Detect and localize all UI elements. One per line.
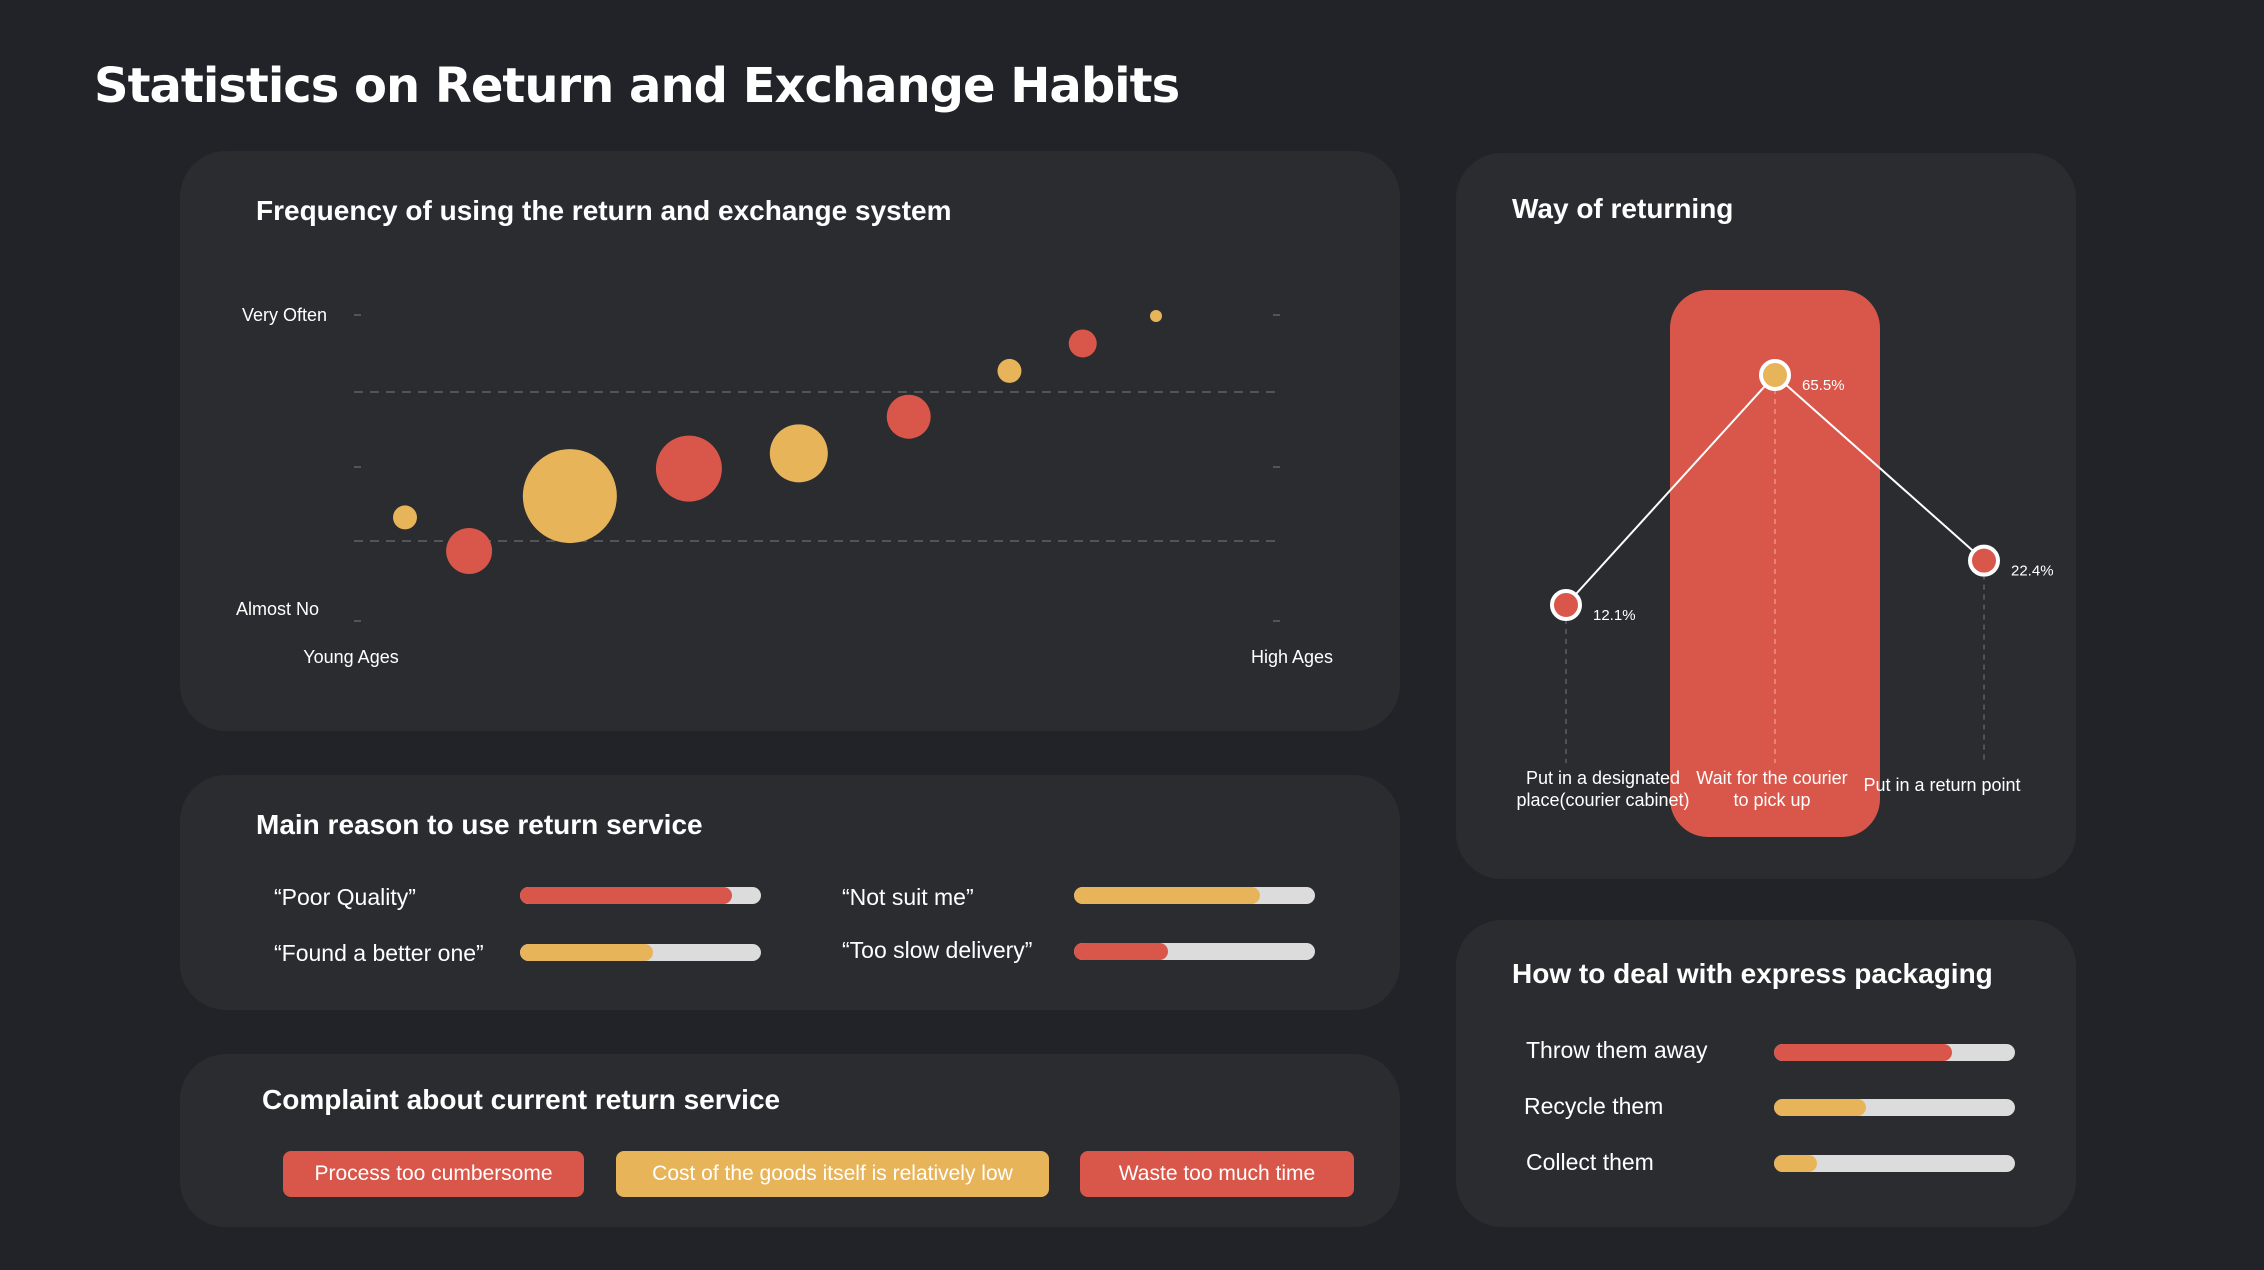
bubble-point <box>655 435 722 502</box>
category-label: Put in a return point <box>1822 774 2062 796</box>
x-label-left: Young Ages <box>303 647 398 667</box>
complaint-tag: Process too cumbersome <box>283 1151 584 1197</box>
bubble-point <box>997 358 1022 383</box>
bubble-point <box>1150 310 1162 322</box>
complaint-tag: Waste too much time <box>1080 1151 1354 1197</box>
y-label-bottom: Almost No <box>236 599 319 619</box>
frequency-chart: Very Often Almost No Young Ages High Age… <box>236 305 1333 667</box>
packaging-bar-track <box>1774 1155 2015 1172</box>
value-label: 65.5% <box>1802 377 1845 394</box>
data-point <box>1759 359 1791 391</box>
packaging-title: How to deal with express packaging <box>1512 958 1993 989</box>
reason-bar-track <box>1074 943 1315 960</box>
packaging-bar-fill <box>1774 1155 1818 1172</box>
reason-bar-fill <box>520 944 653 961</box>
reason-label: “Not suit me” <box>842 884 974 910</box>
x-label-right: High Ages <box>1251 647 1333 667</box>
reason-bar-fill <box>1074 887 1260 904</box>
reason-title: Main reason to use return service <box>256 809 703 840</box>
frequency-title: Frequency of using the return and exchan… <box>256 195 952 226</box>
page-title: Statistics on Return and Exchange Habits <box>94 58 1180 114</box>
reason-card: Main reason to use return service “Poor … <box>180 775 1400 1010</box>
category-label-line: Put in a return point <box>1863 775 2021 795</box>
reason-label: “Found a better one” <box>274 940 484 966</box>
y-label-top: Very Often <box>242 305 327 325</box>
bubble-point <box>1068 329 1097 358</box>
complaint-title: Complaint about current return service <box>262 1084 781 1115</box>
reason-label: “Poor Quality” <box>274 884 416 910</box>
way-card: Way of returning 12.1% 65.5% 22.4% Put in … <box>1456 153 2076 879</box>
reason-bar-fill <box>520 887 733 904</box>
bubble-point <box>769 424 828 483</box>
reason-label: “Too slow delivery” <box>842 937 1033 963</box>
reason-bar-track <box>520 944 761 961</box>
category-label-line: Wait for the courier <box>1696 768 1848 788</box>
packaging-bar-track <box>1774 1099 2015 1116</box>
complaint-tag: Cost of the goods itself is relatively l… <box>616 1151 1049 1197</box>
category-label-line: place(courier cabinet) <box>1516 790 1690 810</box>
packaging-label: Throw them away <box>1526 1037 1708 1063</box>
packaging-label: Collect them <box>1526 1149 1654 1175</box>
bubble-point <box>522 449 617 544</box>
category-label-line: to pick up <box>1733 790 1811 810</box>
bubble-point <box>446 528 493 574</box>
category-label: Wait for the courier to pick up <box>1652 767 1892 811</box>
data-point <box>1550 589 1582 621</box>
bubble-point <box>393 505 417 530</box>
frequency-card: Frequency of using the return and exchan… <box>180 151 1400 731</box>
value-label: 22.4% <box>2011 563 2054 580</box>
reason-bar-track <box>1074 887 1315 904</box>
packaging-bar-track <box>1774 1044 2015 1061</box>
category-label-line: Put in a designated <box>1525 768 1681 788</box>
packaging-label: Recycle them <box>1524 1093 1664 1119</box>
way-title: Way of returning <box>1512 193 1734 224</box>
complaint-card: Complaint about current return service P… <box>180 1054 1400 1227</box>
packaging-bar-fill <box>1774 1099 1866 1116</box>
value-label: 12.1% <box>1593 607 1636 624</box>
way-chart: 12.1% 65.5% 22.4% <box>1550 290 2054 837</box>
packaging-bar-fill <box>1774 1044 1953 1061</box>
category-label: Put in a designated place(courier cabine… <box>1483 767 1723 811</box>
reason-bar-fill <box>1074 943 1168 960</box>
packaging-card: How to deal with express packaging Throw… <box>1456 920 2076 1227</box>
data-point <box>1968 544 2000 577</box>
bubble-point <box>886 394 931 439</box>
reason-bar-track <box>520 887 761 904</box>
